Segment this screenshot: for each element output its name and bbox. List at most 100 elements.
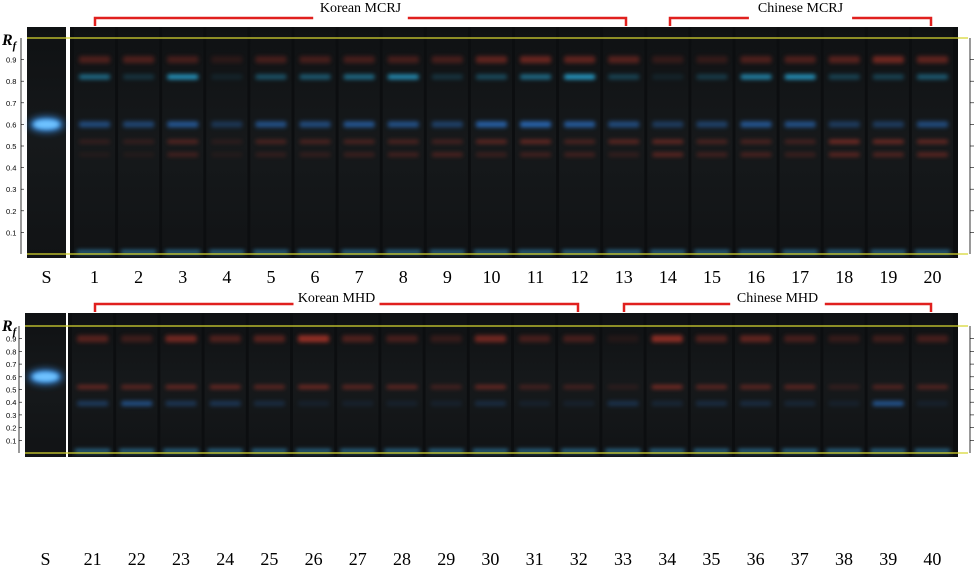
band-cyan-082	[123, 74, 155, 80]
lane-6	[294, 27, 336, 258]
band-red-046	[299, 152, 331, 157]
lane-37	[779, 313, 821, 457]
band-blue-060	[740, 121, 772, 128]
lane-36	[735, 313, 777, 457]
lane-16	[735, 27, 777, 258]
band-red-090	[564, 56, 596, 64]
band-cyan-082	[211, 74, 243, 80]
origin-band	[649, 449, 685, 453]
band-red-052	[695, 384, 727, 389]
band-red-090	[475, 56, 507, 64]
band-red-052	[255, 139, 287, 144]
band-cyan-082	[343, 74, 375, 80]
band-cyan-082	[564, 74, 596, 80]
band-red-052	[475, 139, 507, 144]
lane-4	[206, 27, 248, 258]
lane-27	[337, 313, 379, 457]
band-red-052	[872, 384, 904, 389]
band-blue-039	[386, 400, 418, 406]
band-red-046	[916, 152, 948, 157]
lane-label: 19	[879, 267, 897, 287]
band-red-090	[872, 335, 904, 343]
band-red-090	[563, 335, 595, 343]
band-red-090	[77, 335, 109, 343]
band-blue-060	[784, 121, 816, 128]
band-blue-039	[695, 400, 727, 406]
band-red-090	[255, 56, 287, 64]
band-red-090	[167, 56, 199, 64]
lane-33	[602, 313, 644, 457]
origin-band	[561, 449, 597, 453]
band-red-052	[77, 384, 109, 389]
lane-7	[338, 27, 380, 258]
lane-26	[293, 313, 335, 457]
lane-label: 25	[260, 549, 278, 568]
lane-label: 26	[305, 549, 323, 568]
band-blue-060	[520, 121, 552, 128]
band-red-090	[298, 335, 330, 343]
band-blue-060	[343, 121, 375, 128]
origin-band	[340, 449, 376, 453]
lane-label: 18	[835, 267, 853, 287]
band-blue-060	[608, 121, 640, 128]
origin-band	[738, 449, 774, 453]
rf-tick-left: 0.3	[6, 411, 16, 420]
band-blue-039	[872, 400, 904, 406]
lane-label: 38	[835, 549, 853, 568]
lane-30	[469, 313, 511, 457]
band-red-046	[387, 152, 419, 157]
band-red-090	[211, 56, 243, 64]
rf-tick-left: 0.1	[6, 228, 16, 237]
band-red-090	[872, 56, 904, 64]
band-blue-039	[121, 400, 153, 406]
band-red-090	[608, 56, 640, 64]
group-b-title-bg	[748, 6, 853, 20]
band-blue-039	[430, 400, 462, 406]
band-red-090	[696, 56, 728, 64]
group-a-title-bg	[293, 292, 380, 306]
rf-label: Rf	[1, 32, 18, 52]
lane-label: 23	[172, 549, 190, 568]
group-b-title: Chinese MCRJ	[758, 1, 844, 16]
lane-21	[72, 313, 114, 457]
origin-band	[473, 250, 509, 254]
band-red-052	[564, 139, 596, 144]
origin-band	[606, 250, 642, 254]
band-red-052	[784, 139, 816, 144]
band-blue-060	[431, 121, 463, 128]
rf-tick-left: 0.2	[6, 424, 16, 433]
band-blue-060	[475, 121, 507, 128]
rf-tick-left: 0.7	[6, 360, 16, 369]
lane-1	[74, 27, 116, 258]
lane-label: 13	[615, 267, 633, 287]
origin-band	[296, 449, 332, 453]
band-blue-039	[828, 400, 860, 406]
lane-label: 20	[923, 267, 941, 287]
origin-band	[385, 250, 421, 254]
band-red-052	[167, 139, 199, 144]
lane-11	[515, 27, 557, 258]
band-red-052	[740, 384, 772, 389]
band-cyan-082	[696, 74, 728, 80]
band-red-052	[474, 384, 506, 389]
origin-band	[341, 250, 377, 254]
origin-band	[826, 449, 862, 453]
group-a-title: Korean MHD	[298, 291, 375, 306]
lane-18	[823, 27, 865, 258]
band-red-052	[209, 384, 241, 389]
rf-tick-left: 0.7	[6, 99, 16, 108]
band-blue-060	[255, 121, 287, 128]
origin-band	[253, 250, 289, 254]
rf-tick-left: 0.8	[6, 347, 16, 356]
lane-label: 29	[437, 549, 455, 568]
band-cyan-082	[387, 74, 419, 80]
lane-3	[162, 27, 204, 258]
band-red-052	[696, 139, 728, 144]
band-red-052	[916, 384, 948, 389]
standard-label: S	[41, 267, 51, 287]
band-red-046	[828, 152, 860, 157]
origin-band	[738, 250, 774, 254]
lane-label: 8	[399, 267, 408, 287]
